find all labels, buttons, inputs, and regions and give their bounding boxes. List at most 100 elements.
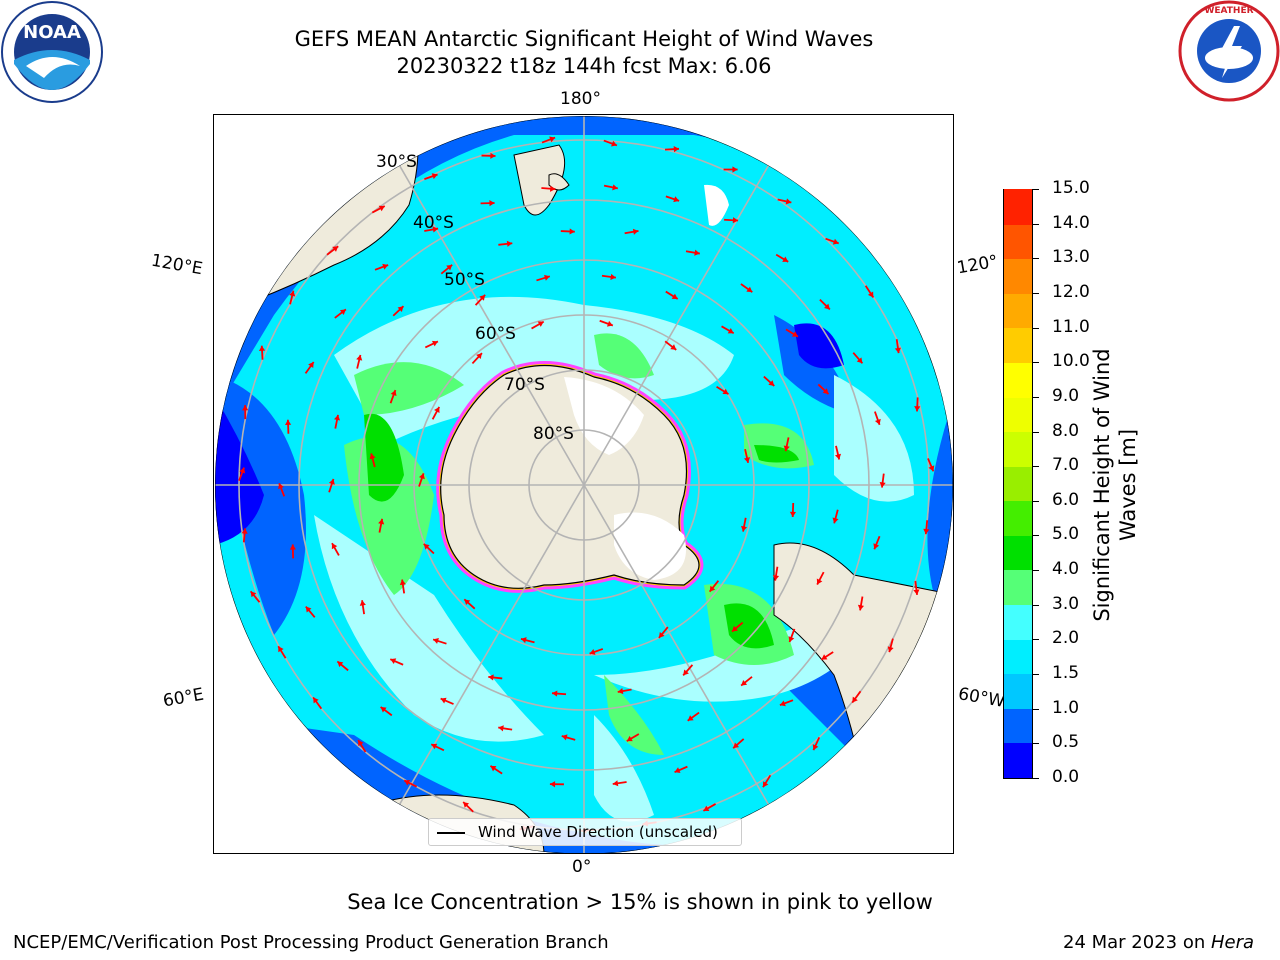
lon-label-0: 0°: [572, 857, 592, 877]
wave-arrowhead: [250, 591, 257, 598]
wave-arrowhead: [378, 518, 385, 525]
colorbar-title: Significant Height of Wind Waves [m]: [1089, 348, 1141, 621]
wave-arrowhead: [464, 599, 471, 606]
lat-label-80s: 80°S: [533, 424, 574, 444]
colorbar-tick: [1033, 743, 1039, 745]
wave-arrowhead: [332, 246, 339, 252]
wave-arrowhead: [874, 418, 881, 425]
lat-label-50s: 50°S: [444, 270, 485, 290]
lat-label-30s: 30°S: [376, 152, 417, 172]
colorbar-segment: [1004, 535, 1032, 571]
wave-arrowhead: [670, 344, 677, 350]
lat-label-40s: 40°S: [413, 213, 454, 233]
wave-arrowhead: [709, 585, 716, 592]
wave-arrowhead: [740, 525, 748, 532]
wave-arrowhead: [331, 543, 338, 550]
wave-arrowhead: [673, 146, 679, 153]
wave-arrowhead: [835, 453, 842, 460]
wave-arrowhead: [490, 152, 496, 159]
wave-field: [215, 116, 953, 853]
wave-arrowhead: [873, 543, 880, 550]
wave-arrowhead: [731, 625, 738, 632]
wave-height-region: [344, 436, 434, 595]
wave-arrowhead: [278, 483, 284, 490]
wave-arrowhead: [334, 414, 341, 421]
wave-arrowhead: [397, 306, 404, 312]
lon-label-120w: 120°: [955, 251, 1000, 279]
wave-arrowhead: [816, 578, 823, 585]
svg-text:WEATHER: WEATHER: [1204, 6, 1253, 16]
colorbar-tick: [1033, 327, 1039, 329]
colorbar-title-line1: Significant Height of Wind: [1090, 348, 1114, 622]
wave-arrowhead: [488, 674, 494, 681]
nws-logo: WEATHER: [1178, 0, 1280, 102]
wave-arrowhead: [763, 781, 769, 788]
lon-label-120e: 120°E: [149, 250, 205, 280]
wave-arrowhead: [783, 445, 790, 452]
wave-direction-arrows: [215, 116, 951, 853]
wave-arrowhead: [337, 661, 344, 668]
wave-arrowhead: [687, 715, 694, 721]
wave-arrowhead: [733, 742, 740, 749]
colorbar-tick-label: 15.0: [1052, 178, 1090, 198]
wave-arrowhead: [552, 690, 558, 697]
wave-arrowhead: [463, 802, 470, 808]
map-panel: [213, 114, 954, 854]
legend-label: Wind Wave Direction (unscaled): [478, 823, 718, 841]
wave-arrowhead: [569, 228, 575, 235]
wave-arrowhead: [824, 303, 830, 310]
wave-height-region: [754, 445, 799, 463]
wave-arrowhead: [369, 453, 376, 460]
meridian-line: [283, 116, 585, 486]
colorbar-tick: [1033, 189, 1039, 190]
ice-patch: [704, 184, 729, 226]
colorbar-tick-label: 11.0: [1052, 316, 1090, 337]
wave-arrowhead: [812, 744, 819, 751]
wave-arrowhead: [857, 604, 865, 611]
colorbar-tick: [1033, 258, 1039, 260]
wave-arrowhead: [785, 198, 792, 205]
wave-arrowhead: [431, 340, 438, 347]
lon-label-60w: 60°W: [956, 684, 1007, 712]
colorbar-tick: [1033, 535, 1039, 537]
wave-arrowhead: [732, 217, 739, 224]
wave-arrowhead: [782, 256, 789, 262]
footer-right: 24 Mar 2023 on Hera: [1063, 932, 1254, 953]
colorbar-segment: [1004, 500, 1032, 536]
colorbar-tick-label: 0.5: [1052, 732, 1080, 753]
wave-arrowhead: [537, 321, 544, 327]
wave-arrowhead: [727, 328, 734, 334]
colorbar-tick-label: 4.0: [1052, 559, 1080, 580]
lon-label-60e: 60°E: [161, 684, 206, 712]
wave-arrowhead: [440, 697, 447, 704]
lon-label-180: 180°: [560, 89, 601, 109]
colorbar-tick: [1033, 466, 1039, 468]
wave-arrowhead: [399, 579, 406, 586]
wave-height-region: [354, 362, 464, 415]
noaa-logo: NOAA: [1, 1, 103, 103]
wave-arrowhead: [561, 734, 568, 741]
wave-arrowhead: [239, 467, 246, 474]
wave-arrowhead: [683, 669, 689, 676]
wave-height-region: [834, 375, 914, 502]
wave-arrowhead: [789, 511, 796, 517]
wave-arrowhead: [380, 706, 387, 713]
colorbar-tick: [1033, 674, 1039, 676]
colorbar-tick-label: 12.0: [1052, 281, 1090, 302]
colorbar-segment: [1004, 224, 1032, 260]
wave-height-region: [314, 515, 544, 742]
wave-arrowhead: [914, 406, 921, 412]
wave-arrowhead: [612, 780, 619, 787]
wave-arrowhead: [821, 654, 828, 660]
wave-arrowhead: [258, 345, 266, 352]
colorbar-tick: [1033, 778, 1039, 779]
wave-height-region: [364, 413, 404, 502]
wave-arrowhead: [746, 286, 753, 293]
wave-arrowhead: [498, 725, 504, 732]
colorbar-tick: [1033, 223, 1039, 225]
wave-arrowhead: [359, 600, 366, 606]
footer-left: NCEP/EMC/Verification Post Processing Pr…: [13, 932, 609, 953]
wave-arrowhead: [549, 136, 556, 143]
colorbar-tick: [1033, 431, 1039, 433]
wave-arrowhead: [432, 226, 439, 233]
